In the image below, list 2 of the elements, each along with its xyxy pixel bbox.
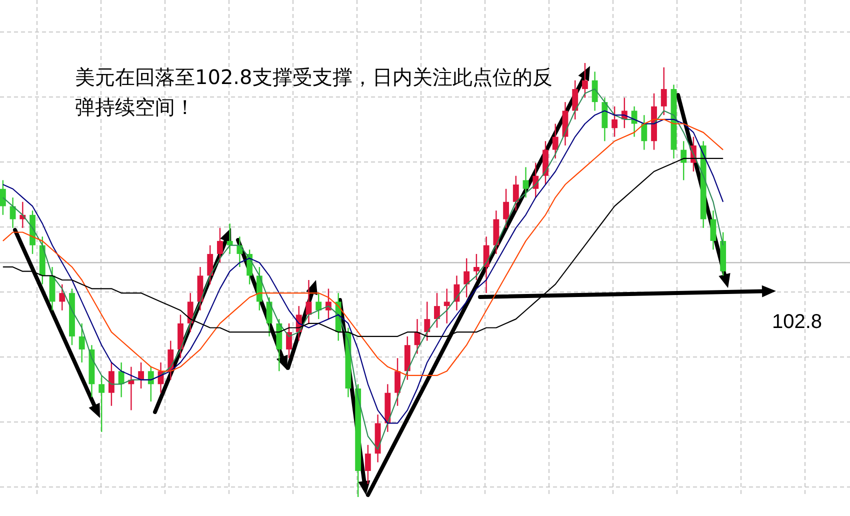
text: 102.8 <box>772 311 822 334</box>
text: 美元在回落至102.8支撑受支撑，日内关注此点位的反弹持续空间！ <box>75 64 553 121</box>
